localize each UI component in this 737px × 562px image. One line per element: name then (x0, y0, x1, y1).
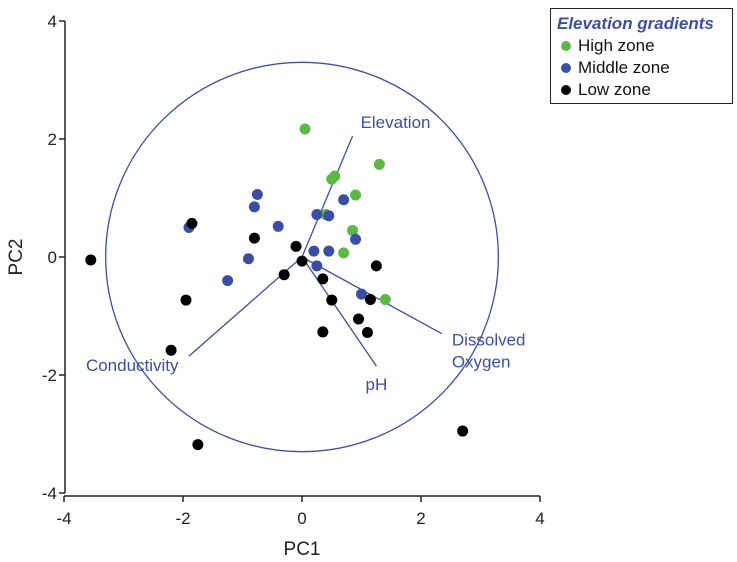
point-low-zone (290, 240, 302, 252)
point-middle-zone (242, 253, 254, 265)
legend-label-middle-zone: Middle zone (578, 58, 670, 77)
point-low-zone (278, 269, 290, 281)
point-middle-zone (356, 288, 367, 300)
x-tick-label: 0 (297, 509, 306, 528)
legend-item-middle-zone: Middle zone (557, 57, 732, 79)
legend-label-low-zone: Low zone (578, 80, 651, 99)
point-low-zone (326, 294, 338, 306)
point-low-zone (165, 344, 177, 356)
vector-label-line: Conductivity (86, 356, 179, 375)
point-low-zone (353, 313, 365, 325)
point-high-zone (299, 123, 311, 135)
point-high-zone (379, 293, 391, 305)
point-middle-zone (311, 209, 323, 221)
point-middle-zone (272, 220, 284, 232)
point-middle-zone (248, 201, 260, 213)
point-middle-zone (338, 194, 350, 206)
y-tick-label: 2 (48, 130, 57, 149)
point-middle-zone (311, 260, 323, 272)
legend-label-high-zone: High zone (578, 36, 655, 55)
point-high-zone (347, 224, 359, 236)
x-tick-label: -2 (175, 509, 190, 528)
x-tick-label: 2 (416, 509, 425, 528)
legend-item-high-zone: High zone (557, 35, 732, 57)
legend-title: Elevation gradients (557, 14, 714, 33)
point-low-zone (361, 327, 373, 339)
point-middle-zone (323, 210, 335, 222)
point-high-zone (329, 170, 341, 182)
point-low-zone (370, 260, 382, 272)
point-low-zone (248, 232, 260, 244)
legend-swatch-middle-zone (561, 63, 571, 73)
point-low-zone (192, 439, 204, 451)
point-middle-zone (222, 275, 234, 287)
x-tick-label: 4 (535, 509, 544, 528)
point-high-zone (373, 158, 385, 170)
y-tick-label: -2 (42, 366, 57, 385)
point-low-zone (317, 273, 329, 285)
vector-label-line: Dissolved (452, 331, 526, 350)
x-tick-label: -4 (56, 509, 71, 528)
y-tick-label: 4 (48, 12, 57, 31)
vector-label-line: Oxygen (452, 353, 511, 372)
vector-label-dissolved-oxygen: Dissolved Oxygen (452, 331, 526, 372)
vector-label-ph: pH (366, 375, 388, 394)
y-tick-label: -4 (42, 484, 57, 503)
point-middle-zone (323, 245, 335, 257)
vector-elevation (301, 135, 354, 258)
legend-swatch-high-zone (561, 41, 571, 51)
y-axis-title: PC2 (6, 239, 27, 276)
point-low-zone (364, 293, 376, 305)
point-middle-zone (251, 188, 263, 200)
vector-ph (301, 256, 377, 367)
point-low-zone (317, 326, 329, 338)
point-low-zone (457, 425, 469, 437)
legend-item-low-zone: Low zone (557, 79, 732, 101)
vector-label-conductivity: Conductivity (86, 356, 179, 375)
marks: Elevation Conductivity pH Dissolved Oxygen (85, 61, 526, 453)
point-middle-zone (308, 245, 320, 257)
point-low-zone (85, 254, 97, 266)
point-middle-zone (350, 233, 362, 245)
vector-label-line: Elevation (361, 113, 431, 132)
y-tick-label: 0 (48, 248, 57, 267)
vector-label-elevation: Elevation (361, 113, 431, 132)
legend-swatch-low-zone (561, 85, 571, 95)
vector-label-line: pH (366, 375, 388, 394)
legend: Elevation gradients High zone Middle zon… (550, 8, 733, 104)
x-axis-title: PC1 (284, 539, 321, 560)
point-low-zone (296, 255, 308, 267)
correlation-circle (104, 61, 500, 453)
point-high-zone (338, 247, 350, 259)
point-low-zone (186, 217, 198, 229)
point-high-zone (350, 189, 362, 201)
axes: -4 -2 0 2 4 -4 -2 0 2 4 (42, 12, 545, 528)
point-low-zone (180, 294, 192, 306)
